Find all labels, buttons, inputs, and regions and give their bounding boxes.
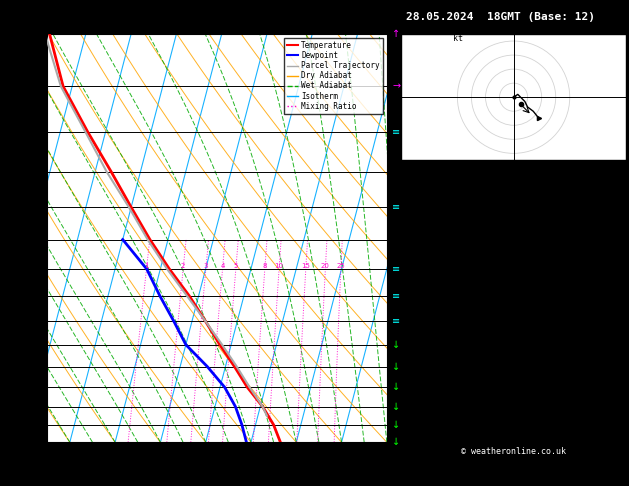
Text: ↓: ↓: [392, 362, 400, 372]
Text: hPa: hPa: [44, 19, 62, 29]
Text: 2: 2: [613, 247, 619, 258]
Text: kt: kt: [454, 34, 463, 43]
Text: 1LCL: 1LCL: [388, 411, 408, 420]
Text: 7: 7: [388, 91, 393, 100]
Text: 86: 86: [608, 336, 619, 347]
Legend: Temperature, Dewpoint, Parcel Trajectory, Dry Adiabat, Wet Adiabat, Isotherm, Mi: Temperature, Dewpoint, Parcel Trajectory…: [284, 38, 383, 114]
Text: 4: 4: [220, 263, 225, 269]
Text: Surface: Surface: [493, 199, 534, 209]
Text: CIN (J): CIN (J): [408, 349, 449, 359]
Text: 17: 17: [608, 416, 619, 426]
Text: ↑: ↑: [392, 29, 400, 39]
Text: 2: 2: [388, 382, 393, 392]
Text: θₑ(K): θₑ(K): [408, 235, 437, 245]
Text: km
ASL: km ASL: [388, 13, 403, 32]
Text: 20: 20: [321, 263, 330, 269]
Text: 15: 15: [301, 263, 310, 269]
Text: ↓: ↓: [392, 382, 400, 392]
Text: 46: 46: [608, 174, 619, 184]
Text: Dewp (°C): Dewp (°C): [408, 223, 461, 233]
Text: 5: 5: [388, 203, 393, 212]
Text: 1016: 1016: [596, 298, 619, 309]
Text: ≡: ≡: [392, 202, 400, 212]
Text: PW (cm): PW (cm): [408, 185, 449, 195]
Text: 0: 0: [613, 272, 619, 282]
Text: SREH: SREH: [408, 390, 431, 400]
Text: 3: 3: [388, 318, 393, 327]
Text: StmDir: StmDir: [408, 403, 443, 413]
Text: ↓: ↓: [392, 437, 400, 447]
Text: 308: 308: [601, 235, 619, 245]
Text: 310°: 310°: [596, 403, 619, 413]
Text: CAPE (J): CAPE (J): [408, 260, 455, 270]
Text: 8: 8: [388, 35, 393, 44]
Text: 4: 4: [388, 264, 393, 274]
Text: Totals Totals: Totals Totals: [408, 174, 484, 184]
Text: 2: 2: [613, 324, 619, 334]
Text: ≡: ≡: [392, 316, 400, 326]
Text: ≡: ≡: [392, 291, 400, 301]
Text: 2: 2: [181, 263, 186, 269]
Text: Lifted Index: Lifted Index: [408, 247, 479, 258]
Text: © weatheronline.co.uk: © weatheronline.co.uk: [461, 447, 566, 456]
Text: ↓: ↓: [392, 340, 400, 350]
Text: Lifted Index: Lifted Index: [408, 324, 479, 334]
Text: 5: 5: [233, 263, 238, 269]
Text: 25: 25: [337, 263, 345, 269]
Text: ≡: ≡: [392, 264, 400, 274]
Text: 10: 10: [275, 263, 284, 269]
Text: 16.5: 16.5: [596, 211, 619, 221]
Text: 86: 86: [608, 260, 619, 270]
Text: →: →: [392, 81, 400, 91]
Text: 17: 17: [608, 163, 619, 174]
Text: Pressure (mb): Pressure (mb): [408, 298, 484, 309]
Text: θₑ (K): θₑ (K): [408, 311, 443, 321]
Text: CIN (J): CIN (J): [408, 272, 449, 282]
X-axis label: Dewpoint / Temperature (°C): Dewpoint / Temperature (°C): [126, 465, 308, 475]
Text: CAPE (J): CAPE (J): [408, 336, 455, 347]
Text: 0: 0: [613, 349, 619, 359]
Text: ↓: ↓: [392, 420, 400, 430]
Text: Temp (°C): Temp (°C): [408, 211, 461, 221]
Text: ≡: ≡: [392, 126, 400, 137]
Text: EH: EH: [408, 377, 420, 387]
Text: 60: 60: [608, 390, 619, 400]
Text: 308: 308: [601, 311, 619, 321]
Text: StmSpd (kt): StmSpd (kt): [408, 416, 472, 426]
Text: ↓: ↓: [392, 401, 400, 412]
Text: 52°18'N  4°47'E  -4m ASL: 52°18'N 4°47'E -4m ASL: [136, 12, 298, 22]
Text: 3: 3: [204, 263, 208, 269]
Text: K: K: [408, 163, 414, 174]
Text: 6: 6: [388, 146, 393, 155]
Text: Hodograph: Hodograph: [487, 364, 540, 374]
Text: 39: 39: [608, 377, 619, 387]
Text: 28.05.2024  18GMT (Base: 12): 28.05.2024 18GMT (Base: 12): [406, 12, 594, 22]
Text: 8: 8: [262, 263, 267, 269]
Text: 9: 9: [613, 223, 619, 233]
Text: 1: 1: [144, 263, 148, 269]
Text: 1.73: 1.73: [596, 185, 619, 195]
Text: Mixing Ratio (g/kg): Mixing Ratio (g/kg): [398, 191, 407, 286]
Text: Most Unstable: Most Unstable: [476, 286, 552, 296]
